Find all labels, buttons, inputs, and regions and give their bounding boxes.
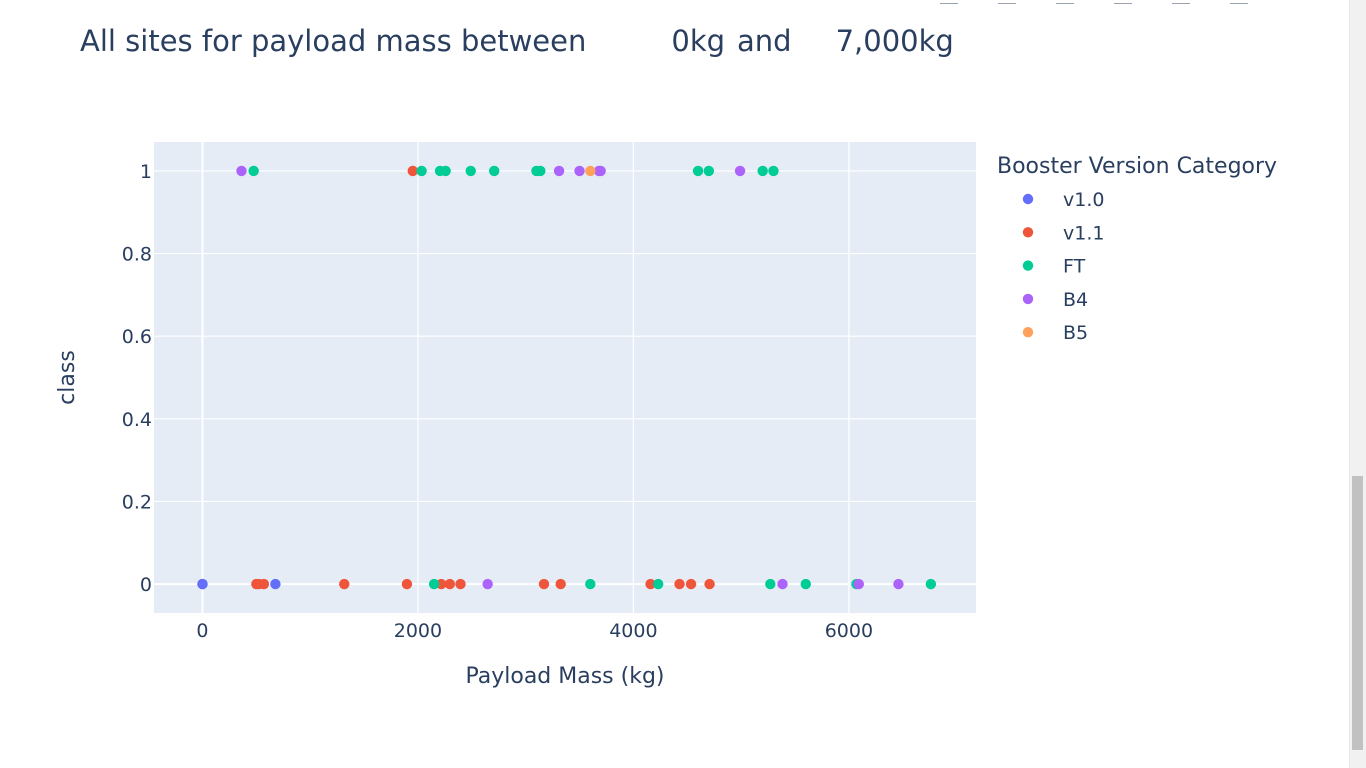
modebar-icon[interactable] bbox=[1230, 0, 1248, 4]
legend-item-label[interactable]: B4 bbox=[1063, 289, 1088, 311]
legend-item-label[interactable]: B5 bbox=[1063, 322, 1088, 344]
scatter-point[interactable] bbox=[734, 165, 746, 177]
scatter-point[interactable] bbox=[704, 578, 715, 590]
plot-modebar[interactable] bbox=[940, 0, 1340, 4]
x-axis-label: Payload Mass (kg) bbox=[465, 664, 664, 689]
title-low-value: 0kg bbox=[671, 24, 726, 58]
x-axis-ticks: 0 2000 4000 6000 bbox=[196, 620, 873, 642]
modebar-icon[interactable] bbox=[1056, 0, 1074, 4]
scatter-point[interactable] bbox=[765, 578, 776, 590]
x-tick-label: 2000 bbox=[394, 620, 442, 642]
scatter-point[interactable] bbox=[800, 578, 811, 590]
x-tick-label: 6000 bbox=[825, 620, 873, 642]
legend-item-label[interactable]: v1.1 bbox=[1063, 222, 1104, 244]
legend-marker[interactable] bbox=[1022, 193, 1034, 205]
scatter-point[interactable] bbox=[777, 578, 788, 590]
scatter-point[interactable] bbox=[645, 578, 656, 590]
scatter-point[interactable] bbox=[339, 578, 350, 590]
scatter-point[interactable] bbox=[436, 578, 447, 590]
scatter-point[interactable] bbox=[489, 165, 500, 177]
legend-marker[interactable] bbox=[1022, 293, 1034, 305]
scatter-point[interactable] bbox=[574, 165, 585, 177]
scatter-point[interactable] bbox=[258, 578, 270, 590]
scatter-point[interactable] bbox=[465, 165, 476, 177]
scatter-point[interactable] bbox=[853, 578, 864, 590]
scatter-point[interactable] bbox=[703, 165, 715, 177]
title-prefix: All sites for payload mass between bbox=[80, 24, 587, 58]
scatter-point[interactable] bbox=[538, 578, 550, 590]
y-tick-label: 0.2 bbox=[122, 491, 152, 513]
x-tick-label: 4000 bbox=[609, 620, 657, 642]
scatter-point[interactable] bbox=[674, 578, 685, 590]
scatter-point[interactable] bbox=[444, 578, 456, 590]
modebar-icon[interactable] bbox=[1114, 0, 1132, 4]
scatter-point[interactable] bbox=[692, 165, 704, 177]
title-high-value: 7,000kg bbox=[835, 24, 954, 58]
legend-marker[interactable] bbox=[1022, 260, 1034, 271]
scatter-point[interactable] bbox=[585, 165, 596, 177]
scatter-point[interactable] bbox=[270, 578, 281, 590]
scatter-point[interactable] bbox=[401, 578, 413, 590]
legend-item-label[interactable]: v1.0 bbox=[1063, 189, 1104, 211]
scatter-point[interactable] bbox=[416, 165, 427, 177]
scatter-point[interactable] bbox=[652, 578, 664, 590]
y-tick-label: 0.8 bbox=[122, 244, 152, 266]
scatter-point[interactable] bbox=[428, 578, 440, 590]
scatter-point[interactable] bbox=[455, 578, 466, 590]
modebar-icon[interactable] bbox=[1172, 0, 1190, 4]
scatter-point[interactable] bbox=[585, 578, 596, 590]
y-tick-label: 0 bbox=[140, 574, 152, 596]
scatter-point[interactable] bbox=[553, 165, 565, 177]
modebar-icon[interactable] bbox=[998, 0, 1016, 4]
legend-item-label[interactable]: FT bbox=[1063, 256, 1086, 278]
y-axis-label: class bbox=[55, 350, 80, 405]
scatter-point[interactable] bbox=[197, 578, 208, 590]
scatter-point[interactable] bbox=[248, 165, 259, 177]
scatter-point[interactable] bbox=[685, 578, 697, 590]
legend[interactable]: v1.0 v1.1 FT B4 B5 bbox=[1022, 189, 1105, 344]
scatter-point[interactable] bbox=[535, 165, 546, 177]
scatter-point[interactable] bbox=[482, 578, 493, 590]
scatter-point[interactable] bbox=[925, 578, 937, 590]
legend-title: Booster Version Category bbox=[997, 154, 1277, 179]
scatter-point[interactable] bbox=[407, 165, 418, 177]
data-points bbox=[197, 165, 937, 590]
scrollbar-thumb[interactable] bbox=[1352, 476, 1363, 750]
vertical-scrollbar[interactable] bbox=[1349, 0, 1366, 768]
chart-title: All sites for payload mass between 0kg and… bbox=[80, 24, 954, 58]
y-tick-label: 0.4 bbox=[122, 409, 152, 431]
plot-area[interactable] bbox=[154, 142, 976, 613]
legend-marker[interactable] bbox=[1022, 227, 1034, 238]
legend-marker[interactable] bbox=[1022, 327, 1034, 338]
scatter-point[interactable] bbox=[555, 578, 566, 590]
scatter-point[interactable] bbox=[768, 165, 779, 177]
scatter-point[interactable] bbox=[757, 165, 768, 177]
scatter-point[interactable] bbox=[440, 165, 451, 177]
scatter-point[interactable] bbox=[236, 165, 247, 177]
y-tick-label: 1 bbox=[140, 161, 152, 183]
title-joiner: and bbox=[737, 24, 792, 58]
modebar-icon[interactable] bbox=[940, 0, 958, 4]
scatter-point[interactable] bbox=[893, 578, 904, 590]
scatter-point[interactable] bbox=[595, 165, 606, 177]
y-axis-ticks: 0 0.2 0.4 0.6 0.8 1 bbox=[122, 161, 152, 596]
y-tick-label: 0.6 bbox=[122, 326, 152, 348]
x-tick-label: 0 bbox=[196, 620, 208, 642]
